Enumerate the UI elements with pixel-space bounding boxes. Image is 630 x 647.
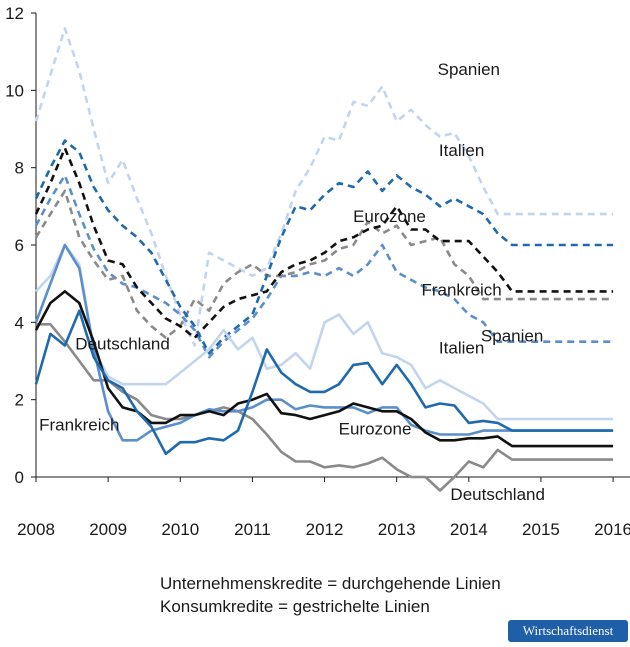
series-line-frankreich-dashed (34, 174, 614, 359)
series-line-eurozone-solid (34, 290, 614, 448)
series-lines (34, 27, 614, 492)
series-label-deutschland: Deutschland (75, 334, 170, 353)
note-dashed-lines: Konsumkredite = gestrichelte Linien (160, 597, 430, 616)
series-label-frankreich: Frankreich (421, 280, 501, 299)
series-line-deutschland-solid (36, 322, 614, 492)
series-label-eurozone: Eurozone (339, 419, 412, 438)
series-line-spanien-solid (35, 243, 614, 421)
y-tick-label: 6 (15, 236, 24, 255)
brand-badge: Wirtschaftsdienst (508, 620, 628, 642)
series-label-frankreich: Frankreich (39, 416, 119, 435)
y-tick-label: 8 (15, 159, 24, 178)
y-tick-label: 2 (15, 391, 24, 410)
y-tick-label: 12 (5, 4, 24, 23)
x-tick-label: 2010 (161, 520, 199, 539)
series-line-italien-solid (34, 309, 614, 456)
series-labels: SpanienItalienEurozoneFrankreichDeutschl… (39, 60, 545, 504)
x-axis-ticks: 2008 2009 2010 2011 2012 2013 2014 2015 2016 (17, 477, 630, 539)
series-label-spanien: Spanien (438, 60, 500, 79)
series-line-italien-dashed (34, 139, 614, 355)
series-label-eurozone: Eurozone (353, 207, 426, 226)
x-tick-label: 2009 (89, 520, 127, 539)
series-line-deutschland-dashed (34, 189, 614, 340)
y-tick-label: 4 (15, 313, 24, 332)
note-solid-lines: Unternehmenskredite = durchgehende Linie… (160, 574, 501, 593)
x-tick-label: 2016 (594, 520, 630, 539)
y-tick-label: 0 (15, 468, 24, 487)
y-axis-ticks: 0 2 4 6 8 10 12 (5, 4, 36, 487)
y-tick-label: 10 (5, 81, 24, 100)
series-label-italien: Italien (439, 338, 484, 357)
series-label-deutschland: Deutschland (450, 485, 545, 504)
series-line-spanien-dashed (34, 27, 614, 347)
x-tick-label: 2008 (17, 520, 55, 539)
series-line-eurozone-dashed (34, 147, 614, 340)
x-tick-label: 2014 (450, 520, 488, 539)
series-label-italien: Italien (439, 141, 484, 160)
x-tick-label: 2013 (378, 520, 416, 539)
x-tick-label: 2012 (306, 520, 344, 539)
x-tick-label: 2015 (522, 520, 560, 539)
x-tick-label: 2011 (234, 520, 271, 539)
series-label-spanien: Spanien (481, 327, 543, 346)
